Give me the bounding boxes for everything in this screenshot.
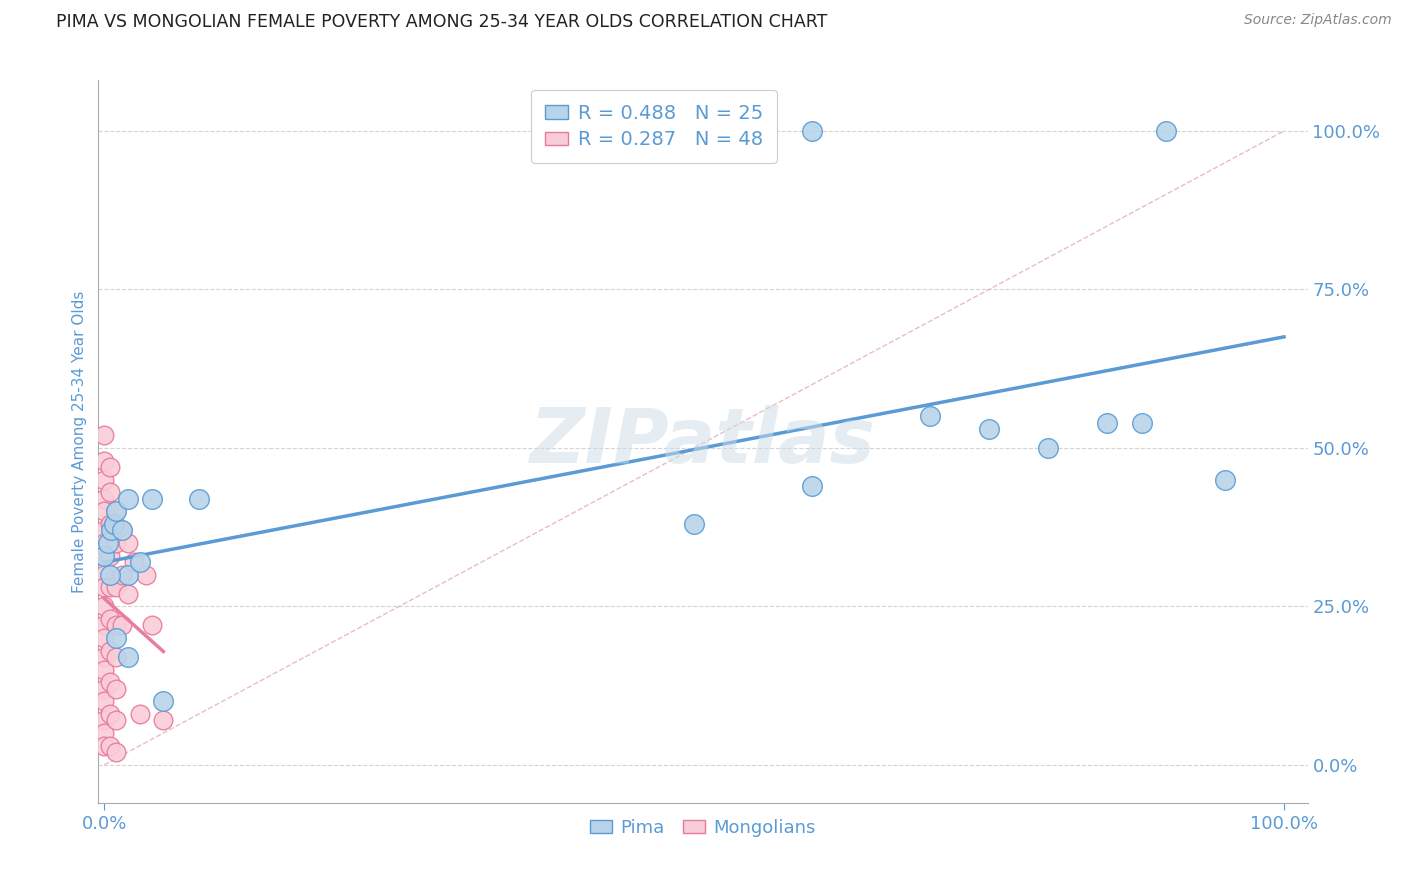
Point <box>105 681 128 696</box>
Point <box>98 459 121 474</box>
Point <box>187 491 209 506</box>
Legend: Pima, Mongolians: Pima, Mongolians <box>582 812 824 845</box>
Point <box>117 536 139 550</box>
Point <box>97 536 120 550</box>
Point <box>93 681 115 696</box>
Point <box>98 567 121 582</box>
Point <box>98 675 121 690</box>
Point <box>1154 124 1177 138</box>
Point <box>122 555 145 569</box>
Point <box>93 580 115 594</box>
Point <box>117 587 139 601</box>
Point <box>801 479 824 493</box>
Point <box>103 516 125 531</box>
Point <box>111 618 134 632</box>
Point <box>93 549 115 563</box>
Point <box>128 555 150 569</box>
Point <box>1213 473 1236 487</box>
Point <box>111 523 134 537</box>
Text: PIMA VS MONGOLIAN FEMALE POVERTY AMONG 25-34 YEAR OLDS CORRELATION CHART: PIMA VS MONGOLIAN FEMALE POVERTY AMONG 2… <box>56 13 828 31</box>
Point <box>111 523 134 537</box>
Text: Source: ZipAtlas.com: Source: ZipAtlas.com <box>1244 13 1392 28</box>
Point <box>977 422 1000 436</box>
Point <box>683 516 706 531</box>
Point <box>105 536 128 550</box>
Point <box>93 504 115 518</box>
Point <box>117 567 139 582</box>
Point <box>105 745 128 759</box>
Point <box>100 523 122 537</box>
Point <box>135 567 157 582</box>
Point <box>1095 416 1118 430</box>
Point <box>93 650 115 665</box>
Point <box>93 739 115 753</box>
Point <box>111 567 134 582</box>
Point <box>98 612 121 626</box>
Text: ZIPatlas: ZIPatlas <box>530 405 876 478</box>
Point <box>98 485 121 500</box>
Point <box>105 580 128 594</box>
Y-axis label: Female Poverty Among 25-34 Year Olds: Female Poverty Among 25-34 Year Olds <box>72 291 87 592</box>
Point <box>93 473 115 487</box>
Point <box>98 580 121 594</box>
Point <box>1036 441 1059 455</box>
Point <box>920 409 942 424</box>
Point <box>105 631 128 645</box>
Point <box>98 549 121 563</box>
Point <box>141 491 163 506</box>
Point <box>98 643 121 657</box>
Point <box>93 428 115 442</box>
Point <box>93 694 115 708</box>
Point <box>128 707 150 722</box>
Point <box>93 618 115 632</box>
Point <box>98 707 121 722</box>
Point <box>93 714 115 728</box>
Point <box>93 549 115 563</box>
Point <box>93 453 115 467</box>
Point <box>105 650 128 665</box>
Point <box>93 536 115 550</box>
Point <box>98 739 121 753</box>
Point <box>93 523 115 537</box>
Point <box>141 618 163 632</box>
Point <box>93 631 115 645</box>
Point <box>117 491 139 506</box>
Point <box>93 726 115 740</box>
Point <box>93 599 115 614</box>
Point <box>105 504 128 518</box>
Point <box>105 504 128 518</box>
Point <box>152 714 174 728</box>
Point <box>93 491 115 506</box>
Point <box>93 567 115 582</box>
Point <box>98 516 121 531</box>
Point <box>117 650 139 665</box>
Point <box>801 124 824 138</box>
Point <box>93 663 115 677</box>
Point <box>105 618 128 632</box>
Point <box>152 694 174 708</box>
Point <box>105 714 128 728</box>
Point <box>1132 416 1154 430</box>
